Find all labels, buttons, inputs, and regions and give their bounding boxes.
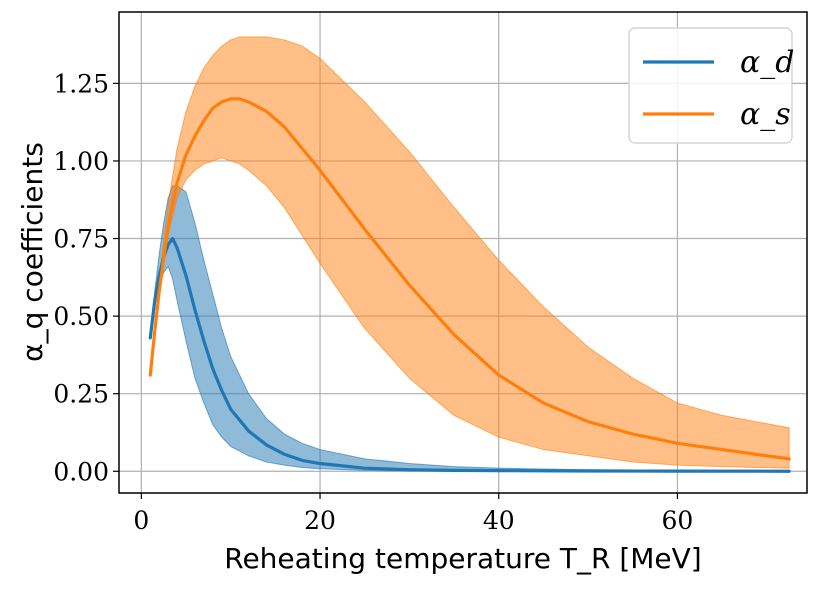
alpha-s-line (148, 97, 791, 461)
legend-label-alpha-s: α_s (740, 97, 791, 132)
x-tick-label: 40 (483, 506, 515, 535)
y-tick-label: 1.25 (53, 69, 109, 98)
y-tick-label: 0.00 (53, 457, 109, 486)
alpha-s-band (149, 36, 790, 469)
y-tick-label: 0.50 (53, 302, 109, 331)
y-tick-label: 0.75 (53, 225, 109, 254)
y-axis-label: α_q coefficients (16, 142, 49, 362)
legend: α_d α_s (628, 27, 794, 144)
ticks: 0 20 40 60 0.00 0.25 0.50 0.75 1.00 1.25 (53, 69, 693, 535)
x-tick-label: 0 (133, 506, 149, 535)
alpha-d-line (148, 236, 791, 473)
y-tick-label: 1.00 (53, 147, 109, 176)
legend-label-alpha-d: α_d (740, 45, 794, 80)
x-tick-label: 20 (304, 506, 336, 535)
series-lines (148, 97, 791, 473)
plot-frame (118, 11, 808, 494)
y-tick-label: 0.25 (53, 380, 109, 409)
x-axis-label: Reheating temperature T_R [MeV] (224, 542, 701, 575)
x-tick-label: 60 (662, 506, 694, 535)
